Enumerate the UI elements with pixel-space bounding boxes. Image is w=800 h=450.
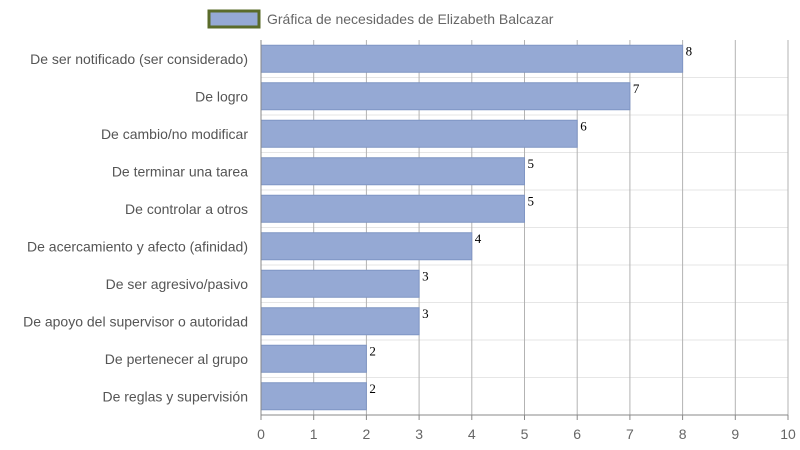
bar[interactable] — [260, 194, 525, 223]
data-label: 6 — [580, 118, 587, 133]
bar[interactable] — [260, 44, 684, 73]
bar[interactable] — [260, 269, 420, 298]
x-tick-label: 8 — [679, 426, 687, 442]
x-axis-ticks: 0 1 2 3 4 5 6 7 8 9 10 — [257, 415, 796, 442]
category-label: De ser notificado (ser considerado) — [30, 51, 248, 67]
data-label: 3 — [422, 306, 429, 321]
category-labels: De ser notificado (ser considerado) De lo… — [23, 51, 248, 405]
x-tick-label: 0 — [257, 426, 265, 442]
x-tick-label: 7 — [626, 426, 634, 442]
bars — [260, 44, 684, 411]
x-tick-label: 10 — [780, 426, 796, 442]
legend-swatch — [207, 9, 261, 29]
x-tick-label: 6 — [573, 426, 581, 442]
category-label: De logro — [195, 88, 248, 104]
x-tick-label: 4 — [468, 426, 476, 442]
x-tick-label: 3 — [415, 426, 423, 442]
data-label: 2 — [369, 381, 376, 396]
legend-label: Gráfica de necesidades de Elizabeth Balc… — [267, 11, 554, 27]
category-label: De terminar una tarea — [112, 163, 248, 179]
x-tick-label: 1 — [310, 426, 318, 442]
x-tick-label: 5 — [521, 426, 529, 442]
bar[interactable] — [260, 232, 473, 261]
category-label: De pertenecer al grupo — [105, 351, 248, 367]
axes — [260, 40, 788, 416]
x-tick-label: 9 — [731, 426, 739, 442]
bar[interactable] — [260, 119, 578, 148]
data-label: 5 — [528, 156, 535, 171]
category-label: De ser agresivo/pasivo — [106, 276, 249, 292]
data-label: 7 — [633, 81, 640, 96]
data-label: 8 — [686, 43, 693, 58]
data-label: 4 — [475, 231, 482, 246]
data-label: 5 — [528, 193, 535, 208]
category-label: De apoyo del supervisor o autoridad — [23, 313, 248, 329]
legend[interactable]: Gráfica de necesidades de Elizabeth Balc… — [207, 9, 554, 29]
bar[interactable] — [260, 344, 367, 373]
category-label: De cambio/no modificar — [101, 126, 248, 142]
category-label: De controlar a otros — [125, 201, 248, 217]
category-label: De acercamiento y afecto (afinidad) — [27, 238, 248, 254]
bar[interactable] — [260, 307, 420, 336]
bar[interactable] — [260, 157, 525, 186]
category-label: De reglas y supervisión — [102, 388, 248, 404]
bar[interactable] — [260, 382, 367, 411]
value-labels: 8 7 6 5 5 4 3 3 2 2 — [369, 43, 692, 396]
data-label: 3 — [422, 268, 429, 283]
bar[interactable] — [260, 82, 631, 111]
data-label: 2 — [369, 343, 376, 358]
x-tick-label: 2 — [363, 426, 371, 442]
